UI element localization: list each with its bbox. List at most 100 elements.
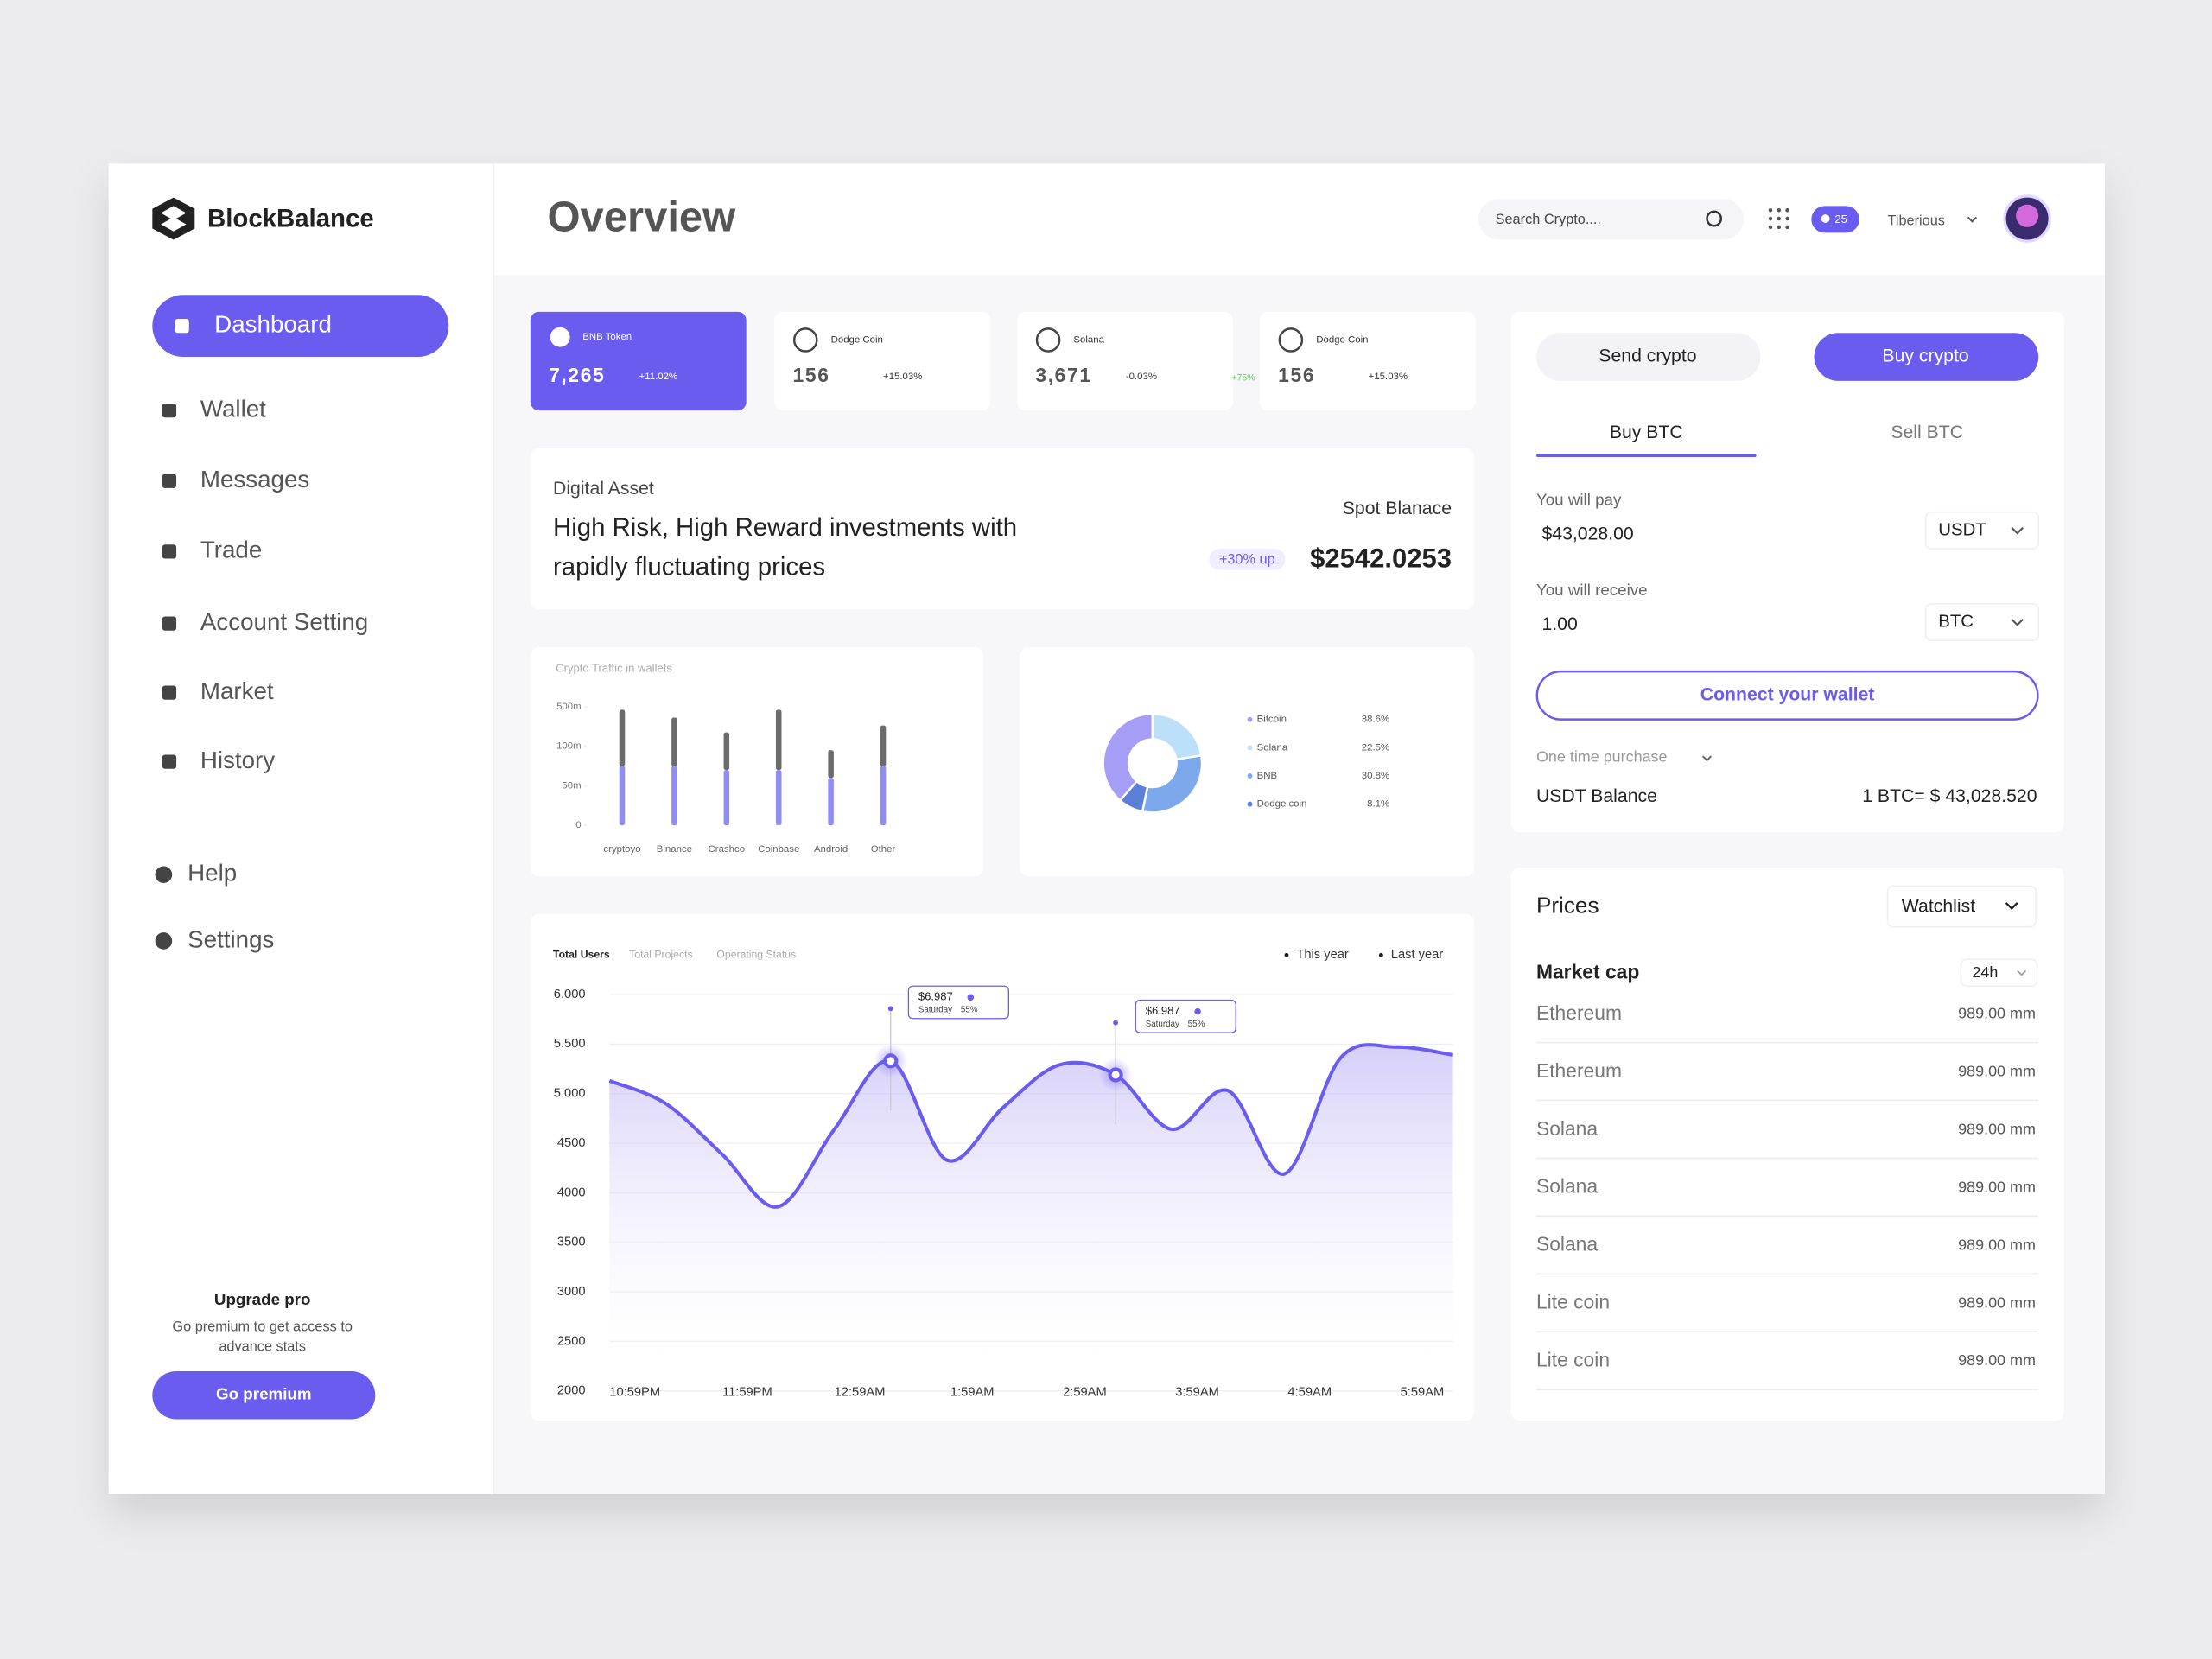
currency-select[interactable] <box>1924 511 2039 550</box>
nav-item[interactable]: Settings <box>188 925 274 952</box>
bar-segment <box>828 750 834 779</box>
coin-row-name[interactable]: Solana <box>1536 1175 1598 1198</box>
user-name[interactable]: Tiberious <box>1887 213 1944 229</box>
nav-icon <box>175 318 189 334</box>
chart-tab[interactable]: Operating Status <box>716 949 796 961</box>
x-tick-label: 1:59AM <box>950 1385 995 1399</box>
coin-icon <box>550 327 570 347</box>
nav-item[interactable]: Wallet <box>200 395 266 422</box>
avatar-face <box>2016 204 2039 227</box>
bar-segment <box>671 717 677 766</box>
prices-title: Prices <box>1536 893 1599 918</box>
chart-tab[interactable]: Total Users <box>553 949 610 961</box>
connect-button-label[interactable]: Connect your wallet <box>1700 685 1875 705</box>
buy-button-label[interactable]: Buy crypto <box>1882 346 1968 366</box>
brand-name: BlockBalance <box>207 204 374 232</box>
nav-item[interactable]: Dashboard <box>214 310 332 337</box>
currency-label[interactable]: BTC <box>1938 612 1974 631</box>
currency-select[interactable] <box>1924 602 2039 642</box>
watchlist-label[interactable]: Watchlist <box>1902 896 1975 916</box>
coin-value: 156 <box>793 364 830 386</box>
upgrade-text: advance stats <box>219 1338 306 1354</box>
send-button-label[interactable]: Send crypto <box>1599 346 1696 366</box>
upgrade-button-label[interactable]: Go premium <box>216 1385 312 1403</box>
nav-active-pill[interactable] <box>152 295 449 358</box>
period-label[interactable]: 24h <box>1972 963 1998 981</box>
chart-tab[interactable]: Total Projects <box>629 949 692 961</box>
nav-item[interactable]: History <box>200 747 275 773</box>
apps-icon-dot <box>1785 216 1789 221</box>
y-tick-label: 500m <box>556 702 582 712</box>
coin-row-name[interactable]: Ethereum <box>1536 1059 1622 1082</box>
y-tick-label: 5.000 <box>554 1087 586 1101</box>
coin-row-name[interactable]: Solana <box>1536 1233 1598 1255</box>
field-value[interactable]: 1.00 <box>1541 614 1577 634</box>
tooltip-day: Saturday <box>1146 1020 1179 1029</box>
currency-label[interactable]: USDT <box>1938 520 1986 539</box>
tooltip-dot <box>967 994 975 1001</box>
nav-icon <box>155 932 173 950</box>
nav-item[interactable]: Help <box>188 860 237 887</box>
coin-row-name[interactable]: Ethereum <box>1536 1001 1622 1024</box>
logo-icon <box>152 197 195 240</box>
asset-label: Digital Asset <box>553 479 654 499</box>
tab[interactable]: Buy BTC <box>1610 423 1683 442</box>
legend-label[interactable]: This year <box>1296 948 1349 962</box>
tab[interactable]: Sell BTC <box>1891 423 1963 442</box>
coin-row-name[interactable]: Lite coin <box>1536 1291 1610 1313</box>
asset-headline: High Risk, High Reward investments with <box>553 513 1017 542</box>
y-tick-label: 4500 <box>557 1136 586 1150</box>
send-button[interactable] <box>1535 333 1761 381</box>
coin-card[interactable] <box>1017 311 1233 411</box>
nav-item[interactable]: Market <box>200 677 274 704</box>
coin-value: 3,671 <box>1035 364 1091 386</box>
coin-row-value: 989.00 mm <box>1958 1294 2036 1311</box>
coin-row-value: 989.00 mm <box>1958 1005 2036 1022</box>
x-tick-label: 2:59AM <box>1063 1385 1107 1399</box>
point-marker <box>1108 1067 1123 1083</box>
coin-card[interactable] <box>774 311 991 411</box>
notification-badge[interactable] <box>1811 206 1859 233</box>
apps-icon-dot <box>1777 225 1782 230</box>
coin-row-value: 989.00 mm <box>1958 1178 2036 1195</box>
period-select[interactable] <box>1960 958 2038 988</box>
x-tick-label: Coinbase <box>758 844 799 855</box>
coin-card[interactable] <box>530 311 747 411</box>
nav-item[interactable]: Account Setting <box>200 608 368 635</box>
coin-row-name[interactable]: Solana <box>1536 1117 1598 1140</box>
bar-segment <box>671 766 677 826</box>
search-box[interactable] <box>1478 199 1744 240</box>
bar-segment <box>828 778 834 826</box>
legend-label: BNB <box>1257 771 1277 781</box>
search-placeholder[interactable]: Search Crypto.... <box>1496 212 1601 227</box>
bar-segment <box>619 766 626 826</box>
x-tick-label: 5:59AM <box>1401 1385 1445 1399</box>
coin-row-value: 989.00 mm <box>1958 1063 2036 1080</box>
coin-card[interactable] <box>1259 311 1476 411</box>
upgrade-button[interactable] <box>152 1370 376 1420</box>
purchase-type[interactable]: One time purchase <box>1536 747 1668 765</box>
tab-underline <box>1535 454 1757 457</box>
buy-button[interactable] <box>1814 333 2039 381</box>
spot-label: Spot Blanace <box>1343 499 1452 518</box>
legend-label[interactable]: Last year <box>1391 948 1444 962</box>
watchlist-select[interactable] <box>1886 885 2037 928</box>
notification-count[interactable]: 25 <box>1834 213 1847 226</box>
coin-row-name[interactable]: Lite coin <box>1536 1349 1610 1371</box>
nav-icon <box>162 685 177 700</box>
apps-icon-dot <box>1785 207 1789 213</box>
nav-icon <box>162 616 177 631</box>
nav-item[interactable]: Trade <box>200 537 262 563</box>
apps-icon-dot <box>1768 207 1773 213</box>
bar-segment <box>880 725 887 766</box>
point-marker <box>883 1053 899 1069</box>
search-icon[interactable] <box>1706 210 1723 227</box>
prices-card <box>1510 868 2064 1421</box>
field-value[interactable]: $43,028.00 <box>1541 524 1633 543</box>
balance-label: USDT Balance <box>1536 786 1657 806</box>
coin-change: +15.03% <box>883 372 922 382</box>
traffic-card <box>530 647 983 876</box>
connect-button[interactable] <box>1535 670 2039 721</box>
nav-item[interactable]: Messages <box>200 466 309 493</box>
